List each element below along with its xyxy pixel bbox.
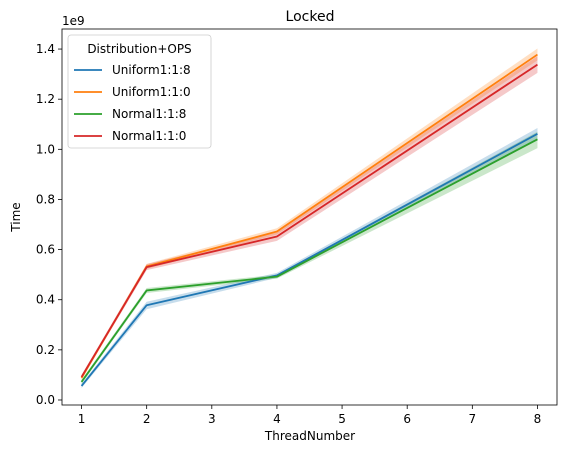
x-tick-label: 6 (403, 412, 411, 426)
x-tick-label: 5 (338, 412, 346, 426)
y-tick-label: 1.2 (36, 92, 55, 106)
x-axis-label: ThreadNumber (264, 429, 355, 443)
y-tick-label: 0.8 (36, 192, 55, 206)
legend-entry: Uniform1:1:0 (112, 85, 191, 99)
legend-entry: Uniform1:1:8 (112, 63, 191, 77)
y-tick-label: 1.0 (36, 142, 55, 156)
x-axis: 1 2 3 4 5 6 7 8 (78, 405, 542, 426)
x-tick-label: 2 (143, 412, 151, 426)
x-tick-label: 4 (273, 412, 281, 426)
y-offset-label: 1e9 (62, 14, 85, 28)
x-tick-label: 3 (208, 412, 216, 426)
series-line-2 (80, 138, 538, 383)
x-tick-label: 1 (78, 412, 86, 426)
legend-entry: Normal1:1:0 (112, 129, 186, 143)
y-tick-label: 0.4 (36, 293, 55, 307)
legend: Distribution+OPS Uniform1:1:8 Uniform1:1:0… (67, 34, 212, 149)
chart-title: Locked (286, 9, 335, 25)
confidence-band-3 (81, 56, 538, 379)
y-tick-label: 0.6 (36, 243, 55, 257)
x-tick-label: 8 (534, 412, 542, 426)
x-tick-label: 7 (469, 412, 477, 426)
series-line-0 (80, 132, 538, 387)
y-axis-label: Time (9, 202, 23, 232)
y-axis: 0.0 0.2 0.4 0.6 0.8 1.0 1.2 1.4 (36, 42, 62, 407)
legend-title: Distribution+OPS (87, 42, 191, 56)
legend-box (67, 34, 212, 149)
series-line-3 (80, 63, 538, 378)
y-tick-label: 1.4 (36, 42, 55, 56)
legend-entry: Normal1:1:8 (112, 107, 186, 121)
y-tick-label: 0.0 (36, 393, 55, 407)
plot-frame (61, 28, 558, 406)
y-tick-label: 0.2 (36, 343, 55, 357)
plot-area (80, 48, 538, 388)
